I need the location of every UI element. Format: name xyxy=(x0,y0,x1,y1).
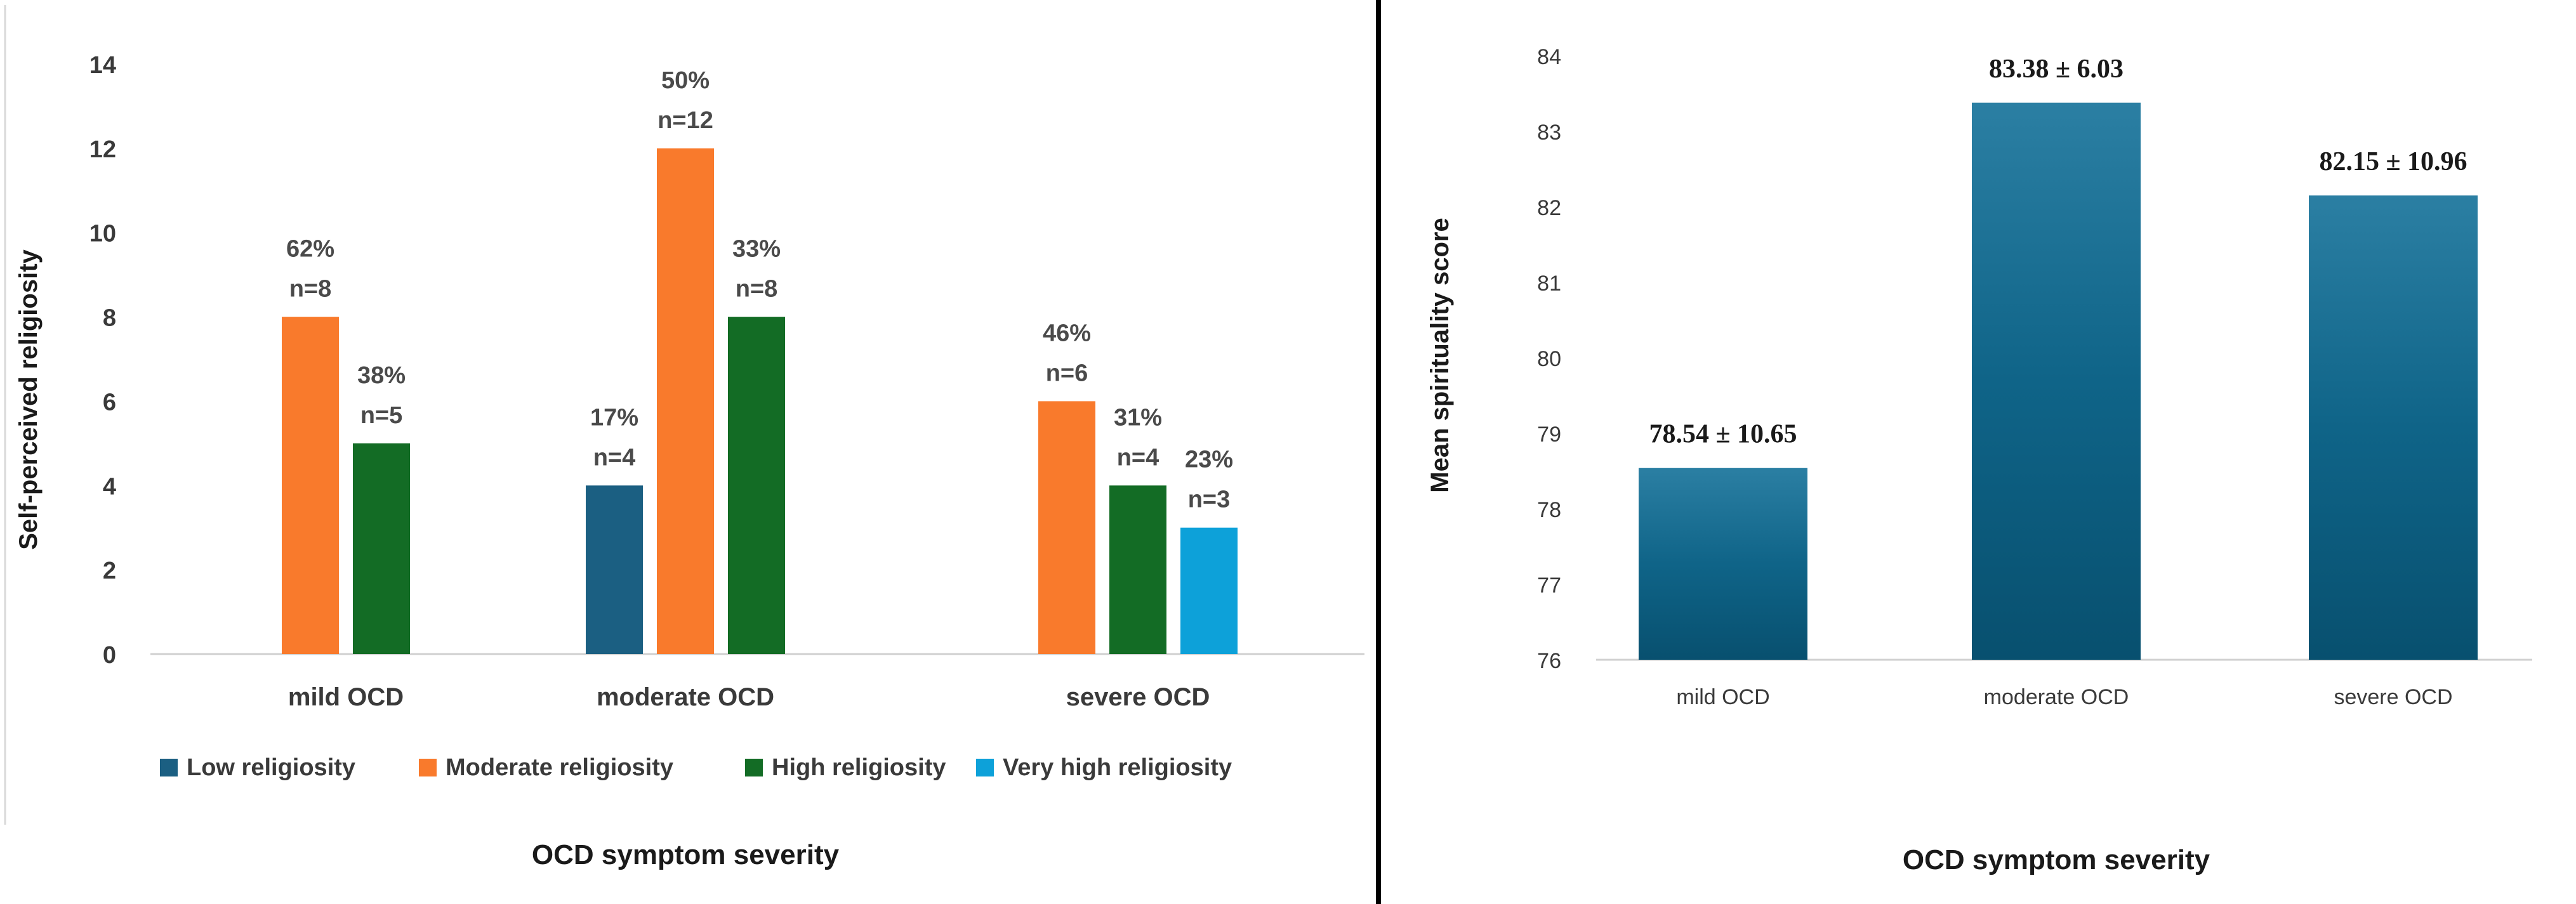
chart2-bar xyxy=(1639,468,1807,660)
chart2-y-tick-label: 79 xyxy=(1537,423,1561,447)
chart1-legend-label: Low religiosity xyxy=(187,754,355,781)
chart1-pct-label: 50% xyxy=(661,67,710,94)
chart2-y-tick-label: 81 xyxy=(1537,272,1561,296)
chart2-y-tick-label: 84 xyxy=(1537,45,1561,69)
religiosity-chart: 0 2 4 6 8 10 12 14 62% n=8 38% n=5 17% n=4 50% n=12 33%… xyxy=(4,5,1364,870)
chart1-bar xyxy=(1180,527,1238,654)
chart2-x-tick-label: mild OCD xyxy=(1676,685,1769,709)
chart1-pct-label: 38% xyxy=(357,362,406,389)
chart1-y-tick-label: 12 xyxy=(89,136,116,163)
chart1-y-ticks: 0 2 4 6 8 10 12 14 xyxy=(89,52,116,669)
chart1-n-label: n=8 xyxy=(736,276,778,303)
chart1-bar xyxy=(1038,401,1095,654)
chart2-y-tick-label: 78 xyxy=(1537,498,1561,522)
chart1-legend-swatch xyxy=(419,759,437,776)
chart1-y-tick-label: 14 xyxy=(89,52,116,79)
chart2-y-ticks: 76 77 78 79 80 81 82 83 84 xyxy=(1537,45,1561,673)
chart1-pct-label: 23% xyxy=(1185,447,1233,473)
chart1-pct-label: 31% xyxy=(1114,404,1162,431)
chart1-pct-label: 46% xyxy=(1043,320,1091,346)
chart2-bar xyxy=(1972,102,2141,660)
chart2-x-axis-title: OCD symptom severity xyxy=(1903,844,2210,875)
chart1-legend-label: Moderate religiosity xyxy=(446,754,673,781)
chart1-pct-label: 33% xyxy=(732,236,781,263)
chart2-data-labels: 78.54 ± 10.65 83.38 ± 6.03 82.15 ± 10.96 xyxy=(1649,55,2467,449)
chart1-n-label: n=5 xyxy=(360,402,403,429)
spirituality-chart: 76 77 78 79 80 81 82 83 84 78.54 ± 10.65 83.38 ± … xyxy=(1426,45,2532,875)
chart1-x-tick-label: severe OCD xyxy=(1066,683,1210,711)
chart2-data-label: 78.54 ± 10.65 xyxy=(1649,420,1797,449)
chart2-bars xyxy=(1639,102,2478,660)
chart1-bar xyxy=(657,148,714,654)
chart1-legend-label: Very high religiosity xyxy=(1003,754,1232,781)
chart1-n-label: n=4 xyxy=(593,444,636,471)
chart1-bar xyxy=(586,485,643,654)
chart1-n-label: n=3 xyxy=(1188,487,1231,513)
chart1-legend-label: High religiosity xyxy=(772,754,946,781)
chart1-data-labels: 62% n=8 38% n=5 17% n=4 50% n=12 33% n=8 46% n=6 31%… xyxy=(286,67,1233,513)
chart1-y-axis-title: Self-perceived religiosity xyxy=(15,249,43,549)
chart1-n-label: n=12 xyxy=(657,107,713,134)
chart1-bars xyxy=(282,148,1238,655)
chart1-bar xyxy=(353,443,410,654)
chart2-bar xyxy=(2309,195,2478,660)
chart1-n-label: n=6 xyxy=(1046,360,1088,386)
chart1-x-tick-label: moderate OCD xyxy=(597,683,774,711)
chart1-y-tick-label: 6 xyxy=(103,389,116,416)
chart2-data-label: 83.38 ± 6.03 xyxy=(1989,55,2124,84)
chart2-data-label: 82.15 ± 10.96 xyxy=(2319,147,2467,176)
chart1-pct-label: 17% xyxy=(590,404,638,431)
chart1-n-label: n=8 xyxy=(289,276,332,303)
chart2-y-tick-label: 77 xyxy=(1537,573,1561,598)
chart2-y-tick-label: 80 xyxy=(1537,347,1561,371)
chart1-bar xyxy=(728,317,785,655)
chart1-pct-label: 62% xyxy=(286,236,334,263)
chart1-legend-swatch xyxy=(745,759,763,776)
chart1-legend: Low religiosity Moderate religiosity High … xyxy=(160,754,1232,781)
chart1-y-tick-label: 2 xyxy=(103,558,116,584)
chart1-y-tick-label: 8 xyxy=(103,305,116,332)
chart2-x-ticks: mild OCD moderate OCD severe OCD xyxy=(1676,685,2452,709)
chart2-y-axis-title: Mean spirituality score xyxy=(1426,218,1454,492)
chart2-x-tick-label: severe OCD xyxy=(2334,685,2452,709)
chart1-y-tick-label: 4 xyxy=(103,473,116,500)
chart2-y-tick-label: 83 xyxy=(1537,121,1561,145)
chart1-y-tick-label: 0 xyxy=(103,642,116,669)
chart2-y-tick-label: 76 xyxy=(1537,649,1561,673)
chart1-x-ticks: mild OCD moderate OCD severe OCD xyxy=(288,683,1210,711)
chart1-y-tick-label: 10 xyxy=(89,221,116,247)
chart1-n-label: n=4 xyxy=(1117,444,1159,471)
chart2-x-tick-label: moderate OCD xyxy=(1984,685,2129,709)
chart1-legend-swatch xyxy=(160,759,178,776)
chart1-bar xyxy=(282,317,339,655)
chart1-x-axis-title: OCD symptom severity xyxy=(532,839,840,870)
chart1-legend-swatch xyxy=(976,759,994,776)
chart1-x-tick-label: mild OCD xyxy=(288,683,404,711)
chart2-y-tick-label: 82 xyxy=(1537,196,1561,220)
chart1-bar xyxy=(1109,485,1166,654)
